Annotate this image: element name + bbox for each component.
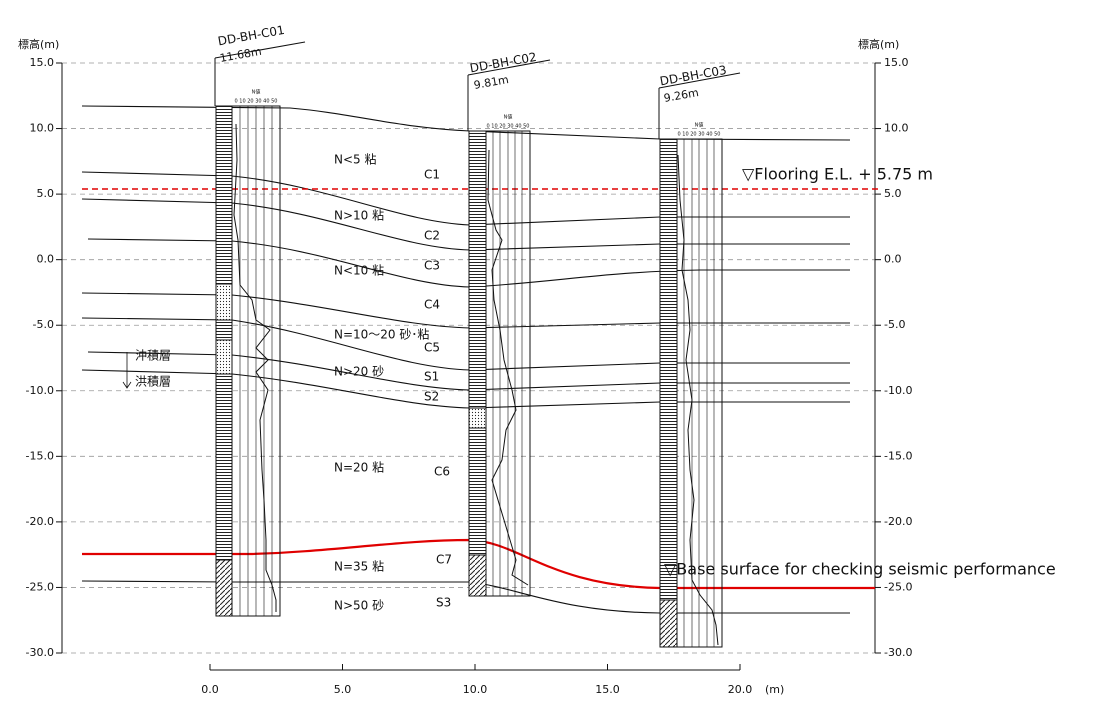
y-tick-label: 0.0 — [37, 253, 55, 266]
y-tick-label: 15.0 — [884, 56, 909, 69]
layer-code: S1 — [424, 370, 439, 384]
y-tick-label: -15.0 — [26, 449, 54, 462]
layer-code: S2 — [424, 390, 439, 404]
borehole-c01 — [215, 42, 305, 616]
axis-title: 標高(m) — [858, 37, 899, 51]
y-tick-label: 5.0 — [884, 187, 902, 200]
y-tick-label: -30.0 — [26, 646, 54, 659]
layer-code: C3 — [424, 259, 440, 273]
layer-code: C7 — [436, 553, 452, 567]
layer-code: C6 — [434, 465, 450, 479]
layer-code: C4 — [424, 298, 440, 312]
borehole-elevation: 11.68m — [219, 45, 263, 65]
x-tick-label: 5.0 — [334, 683, 352, 696]
y-tick-label: -25.0 — [26, 580, 54, 593]
y-tick-label: -30.0 — [884, 646, 912, 659]
layer-description: N=35 粘 — [334, 559, 384, 574]
annotation: 沖積層 — [135, 348, 171, 363]
n-scale: 0 10 20 30 40 50 — [487, 124, 530, 130]
y-tick-label: -5.0 — [884, 318, 905, 331]
layer-description: N=20 粘 — [334, 460, 384, 475]
y-tick-label: -25.0 — [884, 580, 912, 593]
y-tick-label: -5.0 — [33, 318, 54, 331]
layer-description: N=10～20 砂･粘 — [334, 327, 429, 342]
annotation: ▽Flooring E.L. + 5.75 m — [742, 165, 933, 184]
n-label: N値 — [695, 122, 704, 129]
y-tick-label: -10.0 — [884, 384, 912, 397]
y-tick-label: 10.0 — [30, 122, 55, 135]
axis-unit: (m) — [765, 683, 784, 696]
y-tick-label: 10.0 — [884, 122, 909, 135]
layer-description: N>20 砂 — [334, 365, 384, 379]
borehole-elevation: 9.26m — [663, 86, 700, 105]
x-tick-label: 15.0 — [595, 683, 620, 696]
cross-section: 標高(m) 標高(m) (m) DD-BH-C01 11.68m DD-BH-C… — [0, 0, 1106, 709]
borehole-c02 — [468, 60, 550, 596]
x-tick-label: 20.0 — [728, 683, 753, 696]
axis-title: 標高(m) — [18, 37, 59, 51]
borehole-elevation: 9.81m — [473, 73, 510, 92]
borehole-name: DD-BH-C01 — [217, 23, 286, 49]
layer-code: C5 — [424, 341, 440, 355]
layer-description: N<5 粘 — [334, 152, 376, 167]
y-tick-label: -15.0 — [884, 449, 912, 462]
layer-description: N<10 粘 — [334, 263, 384, 278]
y-tick-label: 5.0 — [37, 187, 55, 200]
borehole-name: DD-BH-C02 — [469, 50, 538, 76]
y-tick-label: -10.0 — [26, 384, 54, 397]
layer-description: N>10 粘 — [334, 208, 384, 223]
annotation: 洪積層 — [135, 374, 171, 389]
n-scale: 0 10 20 30 40 50 — [235, 99, 278, 105]
layer-description: N>50 砂 — [334, 599, 384, 613]
annotation: ▽Base surface for checking seismic perfo… — [664, 560, 1056, 579]
layer-code: C2 — [424, 229, 440, 243]
x-tick-label: 10.0 — [463, 683, 488, 696]
y-tick-label: -20.0 — [26, 515, 54, 528]
x-tick-label: 0.0 — [201, 683, 219, 696]
y-tick-label: 15.0 — [30, 56, 55, 69]
layer-code: C1 — [424, 168, 440, 182]
n-scale: 0 10 20 30 40 50 — [678, 132, 721, 138]
n-label: N値 — [504, 114, 513, 121]
borehole-name: DD-BH-C03 — [659, 63, 728, 89]
y-tick-label: 0.0 — [884, 253, 902, 266]
y-tick-label: -20.0 — [884, 515, 912, 528]
n-label: N値 — [252, 89, 261, 96]
layer-code: S3 — [436, 596, 451, 610]
arrow — [123, 352, 131, 388]
